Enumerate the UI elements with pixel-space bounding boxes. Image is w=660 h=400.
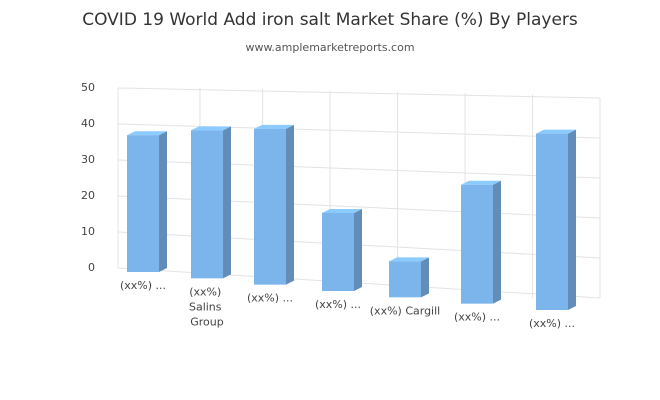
bar-top: [389, 257, 429, 262]
bar-side: [159, 131, 167, 272]
bar-top: [127, 131, 167, 136]
bar: [191, 126, 231, 279]
y-tick-label: 40: [81, 117, 95, 130]
bar-side: [286, 124, 294, 285]
y-tick-label: 0: [88, 261, 95, 274]
y-tick-label: 20: [81, 189, 95, 202]
bar: [127, 131, 167, 272]
bar-side: [493, 180, 501, 304]
chart-title: COVID 19 World Add iron salt Market Shar…: [82, 10, 578, 30]
y-tick-label: 10: [81, 225, 95, 238]
y-tick-label: 50: [81, 81, 95, 94]
bar: [536, 129, 576, 310]
chart-subtitle: www.amplemarketreports.com: [245, 41, 414, 54]
x-tick-label: (xx%) Salins Group: [189, 285, 225, 328]
bar-side: [568, 129, 576, 310]
x-tick-label: (xx%) ...: [454, 311, 500, 324]
bar: [322, 209, 362, 291]
grid-line: [117, 159, 601, 179]
x-tick-label: (xx%) ...: [247, 292, 293, 305]
x-tick-label: (xx%) Cargill: [370, 304, 440, 317]
x-tick-label: (xx%) ...: [529, 317, 575, 330]
bar-front: [461, 184, 493, 304]
bar: [461, 180, 501, 304]
x-tick-label: (xx%) ...: [120, 279, 166, 292]
bar-front: [389, 261, 421, 298]
bar-top: [461, 180, 501, 185]
bar-top: [254, 124, 294, 129]
grid-line: [117, 87, 601, 99]
bar-side: [223, 126, 231, 279]
bar: [254, 124, 294, 285]
bar-front: [127, 135, 159, 272]
bar-front: [191, 130, 223, 279]
bar-side: [354, 209, 362, 291]
bar-side: [421, 257, 429, 298]
bar-top: [191, 126, 231, 131]
bar-front: [536, 133, 568, 310]
y-tick-label: 30: [81, 153, 95, 166]
bar-top: [536, 129, 576, 134]
x-tick-label: (xx%) ...: [315, 298, 361, 311]
bar-front: [254, 128, 286, 285]
bar-front: [322, 213, 354, 291]
bar: [389, 257, 429, 298]
grid-line: [117, 123, 601, 139]
bar-top: [322, 209, 362, 213]
